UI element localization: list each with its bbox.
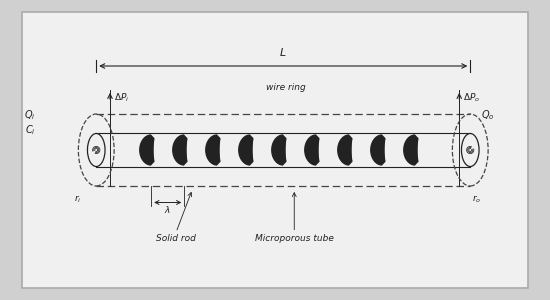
- FancyBboxPatch shape: [22, 12, 528, 288]
- Polygon shape: [305, 135, 319, 165]
- Text: $r_i$: $r_i$: [74, 194, 82, 205]
- Text: wire ring: wire ring: [266, 82, 306, 91]
- Polygon shape: [338, 135, 352, 165]
- Polygon shape: [239, 135, 253, 165]
- Text: Microporous tube: Microporous tube: [255, 234, 334, 243]
- Polygon shape: [173, 135, 187, 165]
- Text: $r_o$: $r_o$: [472, 194, 481, 205]
- Text: $\Delta P_i$: $\Delta P_i$: [114, 91, 130, 104]
- Polygon shape: [206, 135, 220, 165]
- Ellipse shape: [461, 134, 479, 166]
- Polygon shape: [404, 135, 418, 165]
- Text: $\Delta P_o$: $\Delta P_o$: [463, 91, 480, 104]
- Polygon shape: [140, 135, 154, 165]
- Text: $Q_o$: $Q_o$: [481, 109, 495, 122]
- Ellipse shape: [87, 134, 105, 166]
- Text: $C_i$: $C_i$: [25, 124, 36, 137]
- Text: Solid rod: Solid rod: [156, 234, 196, 243]
- Polygon shape: [371, 135, 385, 165]
- Text: $\lambda$: $\lambda$: [164, 204, 171, 215]
- Text: $Q_i$: $Q_i$: [24, 109, 36, 122]
- Text: L: L: [280, 49, 287, 58]
- Polygon shape: [272, 135, 286, 165]
